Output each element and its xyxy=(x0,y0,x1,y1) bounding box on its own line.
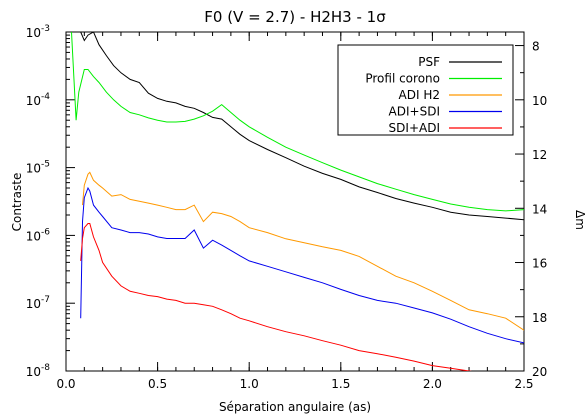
series-line-psf xyxy=(75,32,524,221)
y2-tick-label: 16 xyxy=(532,257,547,271)
x-tick-label: 0.5 xyxy=(148,377,167,391)
y-tick-exponent: -6 xyxy=(41,227,50,237)
legend-entries: PSF Profil corono ADI H2 ADI+SDI SDI+ADI xyxy=(365,55,502,135)
x-tick-labels: 0.0 0.5 1.0 1.5 2.0 2.5 xyxy=(56,377,533,391)
y-tick-label: 10-3 xyxy=(26,24,50,40)
x-tick-label: 2.0 xyxy=(423,377,442,391)
y-tick-label: 10-6 xyxy=(26,227,51,243)
series-line-adi-h2 xyxy=(82,171,524,331)
x-tick-label: 2.5 xyxy=(514,377,533,391)
legend-box xyxy=(337,44,514,136)
x-axis-label: Séparation angulaire (as) xyxy=(219,400,371,414)
y-tick-exponent: -8 xyxy=(41,363,50,373)
y2-tick-labels: 8 10 12 14 16 18 20 xyxy=(532,40,547,379)
series-line-profil-corono xyxy=(71,32,524,212)
y-tick-mantissa: 10 xyxy=(26,94,41,108)
x-tick-label: 0.0 xyxy=(56,377,75,391)
y-tick-exponent: -3 xyxy=(41,24,50,34)
y-tick-exponent: -5 xyxy=(41,160,50,170)
chart-title: F0 (V = 2.7) - H2H3 - 1σ xyxy=(204,8,386,26)
x-tick-label: 1.5 xyxy=(331,377,350,391)
y-tick-mantissa: 10 xyxy=(26,365,41,379)
legend-label: PSF xyxy=(418,55,440,69)
y2-tick-label: 14 xyxy=(532,202,547,216)
y2-tick-label: 20 xyxy=(532,365,547,379)
legend-label: ADI+SDI xyxy=(389,105,440,119)
series-layer xyxy=(71,32,524,371)
y-tick-exponent: -7 xyxy=(41,295,50,305)
legend-label: ADI H2 xyxy=(399,88,440,102)
y-axis-label: Contraste xyxy=(10,173,24,232)
y-tick-label: 10-5 xyxy=(26,160,50,176)
y2-tick-label: 10 xyxy=(532,94,547,108)
y-tick-label: 10-4 xyxy=(26,92,51,108)
y2-tick-label: 12 xyxy=(532,148,547,162)
y-tick-mantissa: 10 xyxy=(26,229,41,243)
plot-frame xyxy=(65,31,525,372)
y-tick-mantissa: 10 xyxy=(26,297,41,311)
y2-tick-label: 8 xyxy=(532,40,540,54)
y2-axis-label: Δm xyxy=(573,210,586,230)
axis-ticks xyxy=(65,31,525,372)
legend-label: SDI+ADI xyxy=(389,121,440,135)
y-tick-label: 10-7 xyxy=(26,295,50,311)
y2-tick-label: 18 xyxy=(532,311,547,325)
y-tick-exponent: -4 xyxy=(41,92,50,102)
series-line-adi-sdi xyxy=(80,186,524,344)
y-tick-label: 10-8 xyxy=(26,363,51,379)
y-tick-mantissa: 10 xyxy=(26,26,41,40)
y-tick-mantissa: 10 xyxy=(26,162,41,176)
x-tick-label: 1.0 xyxy=(240,377,259,391)
series-line-sdi-adi xyxy=(80,223,473,371)
legend: PSF Profil corono ADI H2 ADI+SDI SDI+ADI xyxy=(337,44,514,136)
legend-label: Profil corono xyxy=(365,72,440,86)
y-tick-labels: 10-810-710-610-510-410-3 xyxy=(26,24,51,379)
